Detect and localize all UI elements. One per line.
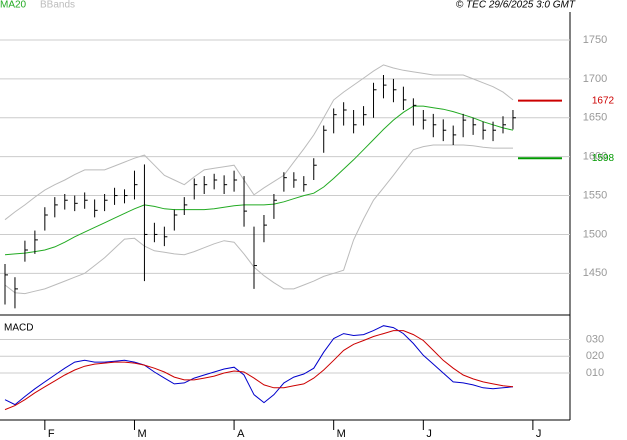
macd-line bbox=[4, 330, 514, 411]
y-tick-label: 1750 bbox=[583, 34, 607, 46]
legend-entry: BBands bbox=[40, 0, 75, 11]
price-marker-label: 1598 bbox=[592, 153, 615, 164]
price-marker-label: 1672 bbox=[592, 95, 615, 106]
x-tick-label: F bbox=[48, 428, 55, 440]
x-tick-label: J bbox=[536, 428, 542, 440]
y-tick-label: 020 bbox=[586, 350, 604, 362]
y-tick-label: 1650 bbox=[583, 112, 607, 124]
macd-line bbox=[4, 325, 514, 406]
chart-title: © TEC 29/6/2025 3:0 GMT bbox=[456, 0, 576, 11]
y-tick-label: 1600 bbox=[583, 151, 607, 163]
band-lower bbox=[4, 144, 513, 295]
x-tick-label: A bbox=[237, 428, 245, 440]
legend-entry: MA20 bbox=[0, 0, 27, 11]
x-tick-label: J bbox=[426, 428, 432, 440]
y-tick-label: 1550 bbox=[583, 189, 607, 201]
panel-title: MACD bbox=[4, 323, 33, 334]
y-tick-label: 010 bbox=[586, 367, 604, 379]
band-upper bbox=[4, 64, 514, 221]
y-tick-label: 1450 bbox=[583, 267, 607, 279]
ma-line bbox=[4, 105, 514, 256]
x-tick-label: M bbox=[337, 428, 346, 440]
y-tick-label: 030 bbox=[586, 333, 604, 345]
y-tick-label: 1700 bbox=[583, 73, 607, 85]
y-tick-label: 1500 bbox=[583, 228, 607, 240]
x-tick-label: M bbox=[137, 428, 146, 440]
